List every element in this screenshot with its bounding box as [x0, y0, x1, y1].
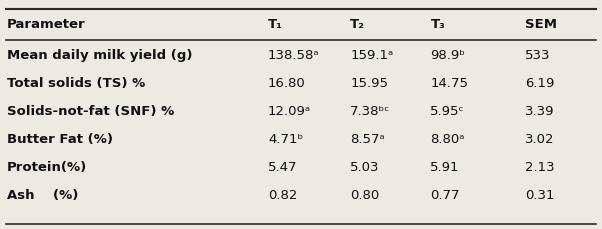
Text: 8.57ᵃ: 8.57ᵃ — [350, 132, 385, 145]
Text: Butter Fat (%): Butter Fat (%) — [7, 132, 113, 145]
Text: 14.75: 14.75 — [430, 76, 468, 89]
Text: 0.77: 0.77 — [430, 188, 460, 201]
Text: 6.19: 6.19 — [525, 76, 554, 89]
Text: 0.82: 0.82 — [268, 188, 297, 201]
Text: 138.58ᵃ: 138.58ᵃ — [268, 49, 320, 61]
Text: 15.95: 15.95 — [350, 76, 388, 89]
Text: 5.95ᶜ: 5.95ᶜ — [430, 104, 465, 117]
Text: 5.47: 5.47 — [268, 160, 297, 173]
Text: 7.38ᵇᶜ: 7.38ᵇᶜ — [350, 104, 391, 117]
Text: 2.13: 2.13 — [525, 160, 554, 173]
Text: 12.09ᵃ: 12.09ᵃ — [268, 104, 311, 117]
Text: Parameter: Parameter — [7, 18, 86, 30]
Text: Mean daily milk yield (g): Mean daily milk yield (g) — [7, 49, 193, 61]
Text: 533: 533 — [525, 49, 550, 61]
Text: Total solids (TS) %: Total solids (TS) % — [7, 76, 146, 89]
Text: T₃: T₃ — [430, 18, 445, 30]
Text: Ash    (%): Ash (%) — [7, 188, 79, 201]
Text: 0.31: 0.31 — [525, 188, 554, 201]
Text: T₁: T₁ — [268, 18, 283, 30]
Text: Solids-not-fat (SNF) %: Solids-not-fat (SNF) % — [7, 104, 175, 117]
Text: 159.1ᵃ: 159.1ᵃ — [350, 49, 394, 61]
Text: 0.80: 0.80 — [350, 188, 380, 201]
Text: SEM: SEM — [525, 18, 557, 30]
Text: 3.02: 3.02 — [525, 132, 554, 145]
Text: 4.71ᵇ: 4.71ᵇ — [268, 132, 303, 145]
Text: 5.91: 5.91 — [430, 160, 460, 173]
Text: 16.80: 16.80 — [268, 76, 306, 89]
Text: 98.9ᵇ: 98.9ᵇ — [430, 49, 465, 61]
Text: 5.03: 5.03 — [350, 160, 380, 173]
Text: Protein(%): Protein(%) — [7, 160, 87, 173]
Text: 3.39: 3.39 — [525, 104, 554, 117]
Text: 8.80ᵃ: 8.80ᵃ — [430, 132, 465, 145]
Text: T₂: T₂ — [350, 18, 365, 30]
